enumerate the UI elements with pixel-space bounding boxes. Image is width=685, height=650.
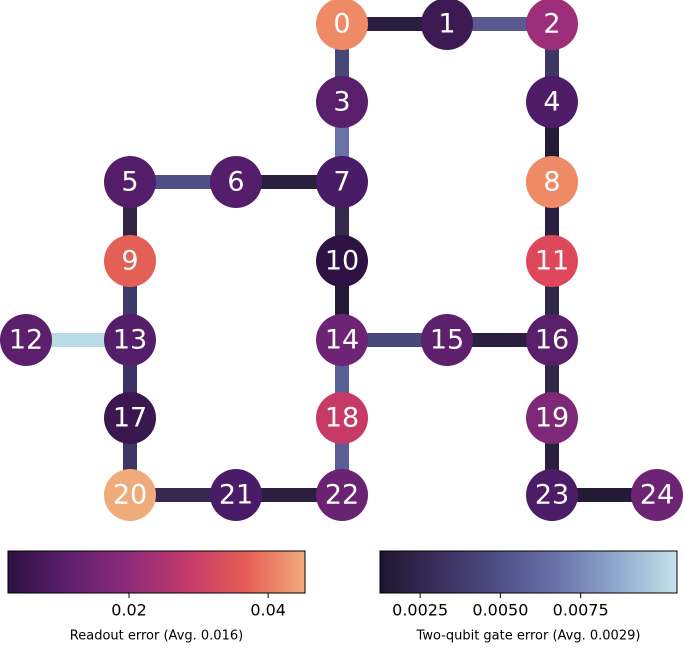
qubit-label: 11 bbox=[535, 246, 569, 277]
tick-label: 0.0050 bbox=[472, 601, 528, 620]
qubit bbox=[316, 469, 368, 521]
qubit-label: 12 bbox=[9, 325, 43, 356]
qubit-label: 0 bbox=[333, 9, 350, 40]
qubit bbox=[316, 156, 368, 208]
qubit bbox=[210, 469, 262, 521]
qubit bbox=[104, 156, 156, 208]
qubit bbox=[526, 392, 578, 444]
colorbar bbox=[7, 550, 306, 594]
qubit bbox=[316, 76, 368, 128]
qubit bbox=[526, 0, 578, 50]
qubit-label: 9 bbox=[121, 246, 138, 277]
qubit-label: 6 bbox=[227, 167, 244, 198]
qubit-label: 1 bbox=[438, 9, 455, 40]
qubit-label: 22 bbox=[325, 480, 359, 511]
qubit bbox=[526, 156, 578, 208]
qubit bbox=[316, 392, 368, 444]
qubit bbox=[316, 314, 368, 366]
qubit-label: 23 bbox=[535, 480, 569, 511]
qubit bbox=[421, 0, 473, 50]
qubit-label: 18 bbox=[325, 403, 359, 434]
qubit-label: 7 bbox=[333, 167, 350, 198]
qubit bbox=[316, 0, 368, 50]
qubit-label: 24 bbox=[640, 480, 674, 511]
qubit bbox=[0, 314, 52, 366]
qubit bbox=[104, 469, 156, 521]
qubit bbox=[421, 314, 473, 366]
qubit-label: 15 bbox=[430, 325, 464, 356]
qubit-label: 5 bbox=[121, 167, 138, 198]
qubit bbox=[104, 392, 156, 444]
qubit bbox=[104, 235, 156, 287]
tick-label: 0.0025 bbox=[392, 601, 448, 620]
colorbar bbox=[379, 550, 678, 594]
qubit bbox=[526, 235, 578, 287]
qubit-label: 20 bbox=[113, 480, 147, 511]
qubit-label: 19 bbox=[535, 403, 569, 434]
qubit-label: 16 bbox=[535, 325, 569, 356]
qubit-label: 3 bbox=[333, 87, 350, 118]
colorbar-label: Two-qubit gate error (Avg. 0.0029) bbox=[416, 629, 641, 644]
tick-label: 0.02 bbox=[111, 601, 147, 620]
qubit-label: 14 bbox=[325, 325, 359, 356]
qubit bbox=[526, 469, 578, 521]
qubit bbox=[526, 314, 578, 366]
colorbar-label: Readout error (Avg. 0.016) bbox=[70, 629, 243, 644]
tick-label: 0.0075 bbox=[553, 601, 609, 620]
tick-label: 0.04 bbox=[250, 601, 286, 620]
qubit-label: 10 bbox=[325, 246, 359, 277]
qubit-label: 2 bbox=[543, 9, 560, 40]
qubit-label: 21 bbox=[219, 480, 253, 511]
qubit bbox=[631, 469, 683, 521]
qubit-label: 8 bbox=[543, 167, 560, 198]
qubit-label: 13 bbox=[113, 325, 147, 356]
qubit-label: 4 bbox=[543, 87, 560, 118]
qubit bbox=[526, 76, 578, 128]
qubit bbox=[316, 235, 368, 287]
qubit bbox=[104, 314, 156, 366]
qubit bbox=[210, 156, 262, 208]
qubit-label: 17 bbox=[113, 403, 147, 434]
